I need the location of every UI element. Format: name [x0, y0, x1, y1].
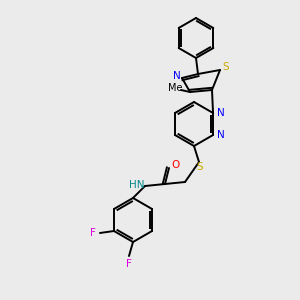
- Text: Me: Me: [168, 83, 182, 93]
- Text: S: S: [197, 162, 203, 172]
- Text: F: F: [90, 228, 96, 238]
- Text: N: N: [217, 108, 225, 118]
- Text: N: N: [217, 130, 225, 140]
- Text: F: F: [126, 259, 132, 269]
- Text: S: S: [223, 62, 229, 72]
- Text: HN: HN: [129, 180, 145, 190]
- Text: O: O: [172, 160, 180, 170]
- Text: N: N: [173, 71, 181, 81]
